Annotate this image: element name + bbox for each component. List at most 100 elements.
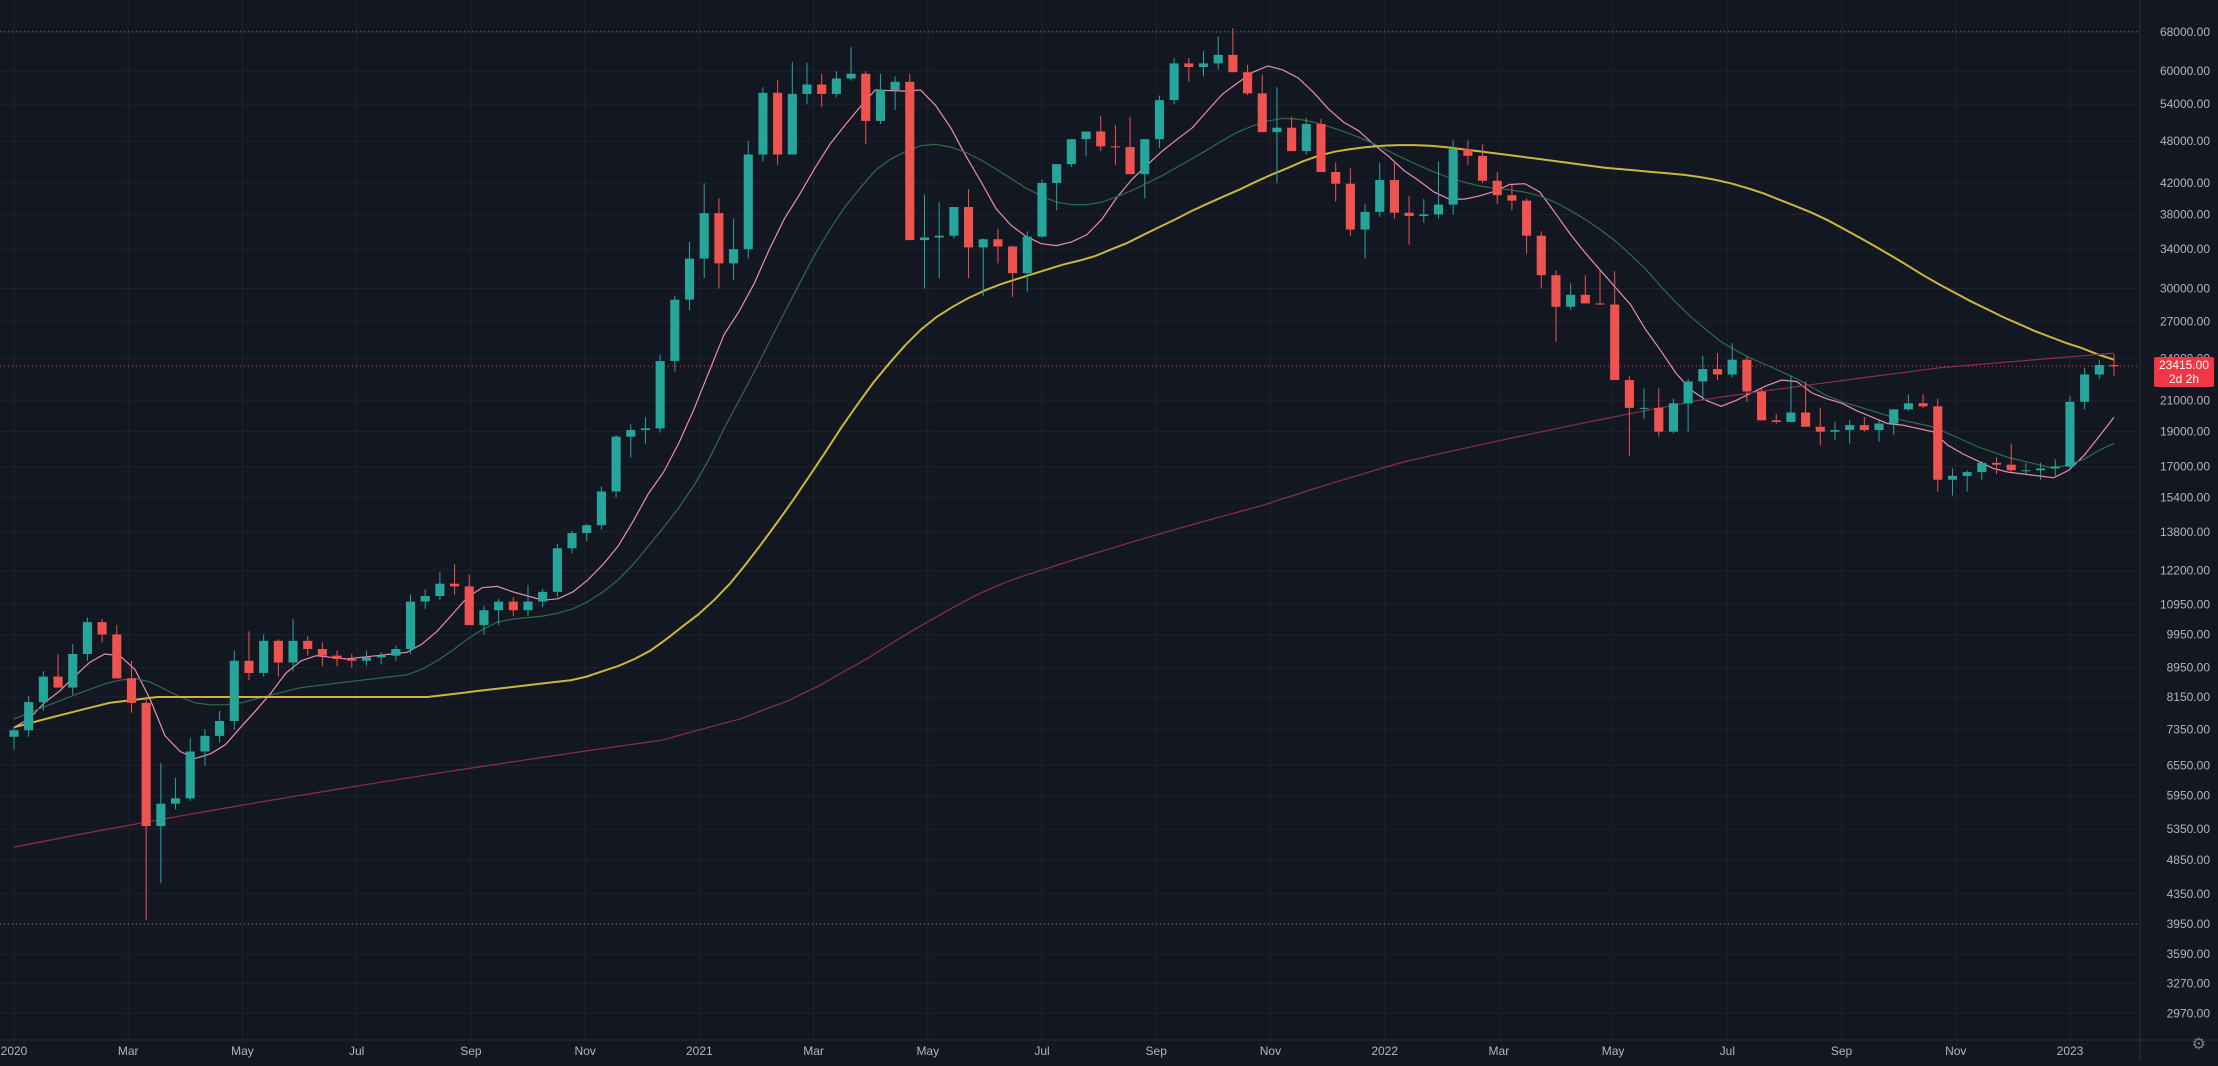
candle-body: [435, 583, 445, 596]
candle: [1610, 271, 1620, 381]
candle-body: [1243, 72, 1253, 94]
y-tick-label: 34000.00: [2160, 242, 2210, 256]
x-tick-label: Jul: [349, 1044, 364, 1058]
candle: [1125, 117, 1135, 175]
candle: [714, 198, 724, 289]
candle-body: [1551, 275, 1561, 307]
candle: [1110, 125, 1120, 165]
candle-body: [567, 533, 577, 549]
candle-body: [1580, 294, 1590, 304]
candle-body: [97, 622, 107, 635]
candle-body: [1477, 155, 1488, 181]
y-tick-label: 3270.00: [2167, 976, 2211, 990]
candle-body: [831, 78, 841, 94]
candle: [1287, 116, 1297, 152]
candle: [1419, 199, 1429, 223]
candle: [508, 597, 518, 617]
candle: [993, 228, 1003, 264]
x-tick-label: 2023: [2057, 1044, 2084, 1058]
candle: [420, 589, 430, 609]
gear-icon[interactable]: ⚙: [2191, 1036, 2206, 1053]
candle-body: [1110, 146, 1120, 148]
y-tick-label: 68000.00: [2160, 25, 2210, 39]
candle-body: [1698, 369, 1708, 382]
candle: [9, 726, 19, 750]
candle: [1991, 457, 2002, 475]
candle: [259, 634, 269, 677]
candle: [567, 530, 577, 554]
candle-body: [743, 154, 753, 250]
candle: [361, 650, 371, 666]
candle-body: [229, 660, 239, 722]
candle: [846, 47, 856, 81]
candle: [523, 585, 533, 617]
x-tick-label: Jul: [1720, 1044, 1735, 1058]
candle-body: [1889, 409, 1899, 424]
candle: [170, 777, 181, 810]
x-tick-label: 2020: [1, 1044, 28, 1058]
candle: [1228, 28, 1238, 73]
candle: [450, 564, 460, 595]
candle: [1507, 185, 1517, 211]
candle-body: [141, 702, 151, 827]
candle: [1360, 203, 1370, 259]
candle: [38, 671, 48, 711]
candle: [1243, 64, 1253, 96]
candle: [1624, 375, 1634, 456]
candle-body: [1331, 171, 1341, 184]
candle: [97, 619, 107, 643]
candle-body: [1683, 381, 1693, 404]
candle: [1066, 139, 1076, 167]
candle-body: [244, 660, 254, 673]
y-tick-label: 48000.00: [2160, 134, 2210, 148]
candle: [1639, 388, 1649, 419]
candle-body: [1404, 212, 1414, 217]
candle-body: [523, 601, 533, 611]
candle: [2006, 443, 2016, 473]
candle-body: [1081, 131, 1091, 140]
candle-body: [9, 730, 19, 737]
candle-body: [420, 595, 430, 602]
candle-body: [993, 239, 1003, 247]
candle-body: [787, 93, 797, 155]
candle-body: [1668, 403, 1678, 432]
candle-body: [156, 803, 166, 827]
candle-body: [949, 207, 959, 236]
candle-body: [479, 610, 489, 626]
y-tick-label: 30000.00: [2160, 281, 2210, 295]
candle-body: [464, 586, 474, 626]
candle-body: [82, 622, 92, 654]
candle-body: [259, 640, 269, 673]
candle: [2109, 354, 2119, 376]
candle-body: [714, 213, 724, 264]
candle: [1874, 420, 1884, 442]
candle-body: [126, 678, 137, 703]
y-tick-label: 21000.00: [2160, 393, 2210, 407]
candle: [1331, 162, 1341, 202]
candle: [347, 653, 357, 668]
candle: [126, 660, 137, 713]
candle-body: [846, 73, 856, 79]
candle-body: [1316, 123, 1326, 172]
y-axis[interactable]: 68000.00 60000.00 54000.00 48000.00 42000.00…: [2139, 0, 2211, 1061]
candle: [1052, 164, 1062, 211]
candle: [1081, 131, 1091, 157]
candle-body: [596, 491, 606, 526]
candle-body: [273, 640, 283, 663]
candle-body: [288, 640, 298, 663]
candle: [141, 697, 151, 921]
candle: [670, 295, 680, 372]
candle: [2080, 367, 2090, 410]
moving-average-line: [13, 117, 2115, 720]
x-tick-label: May: [1602, 1044, 1625, 1058]
candle-body: [670, 299, 680, 362]
candle: [479, 605, 489, 635]
y-tick-label: 4350.00: [2167, 887, 2211, 901]
x-axis[interactable]: 2020 Mar May Jul Sep Nov 2021 Mar May Jul Sep Nov 20…: [0, 1039, 2218, 1058]
candle-body: [802, 84, 812, 94]
last-price-badge: 23415.00 2d 2h: [2154, 357, 2214, 388]
candle: [963, 189, 974, 279]
y-tick-label: 7350.00: [2167, 722, 2211, 736]
